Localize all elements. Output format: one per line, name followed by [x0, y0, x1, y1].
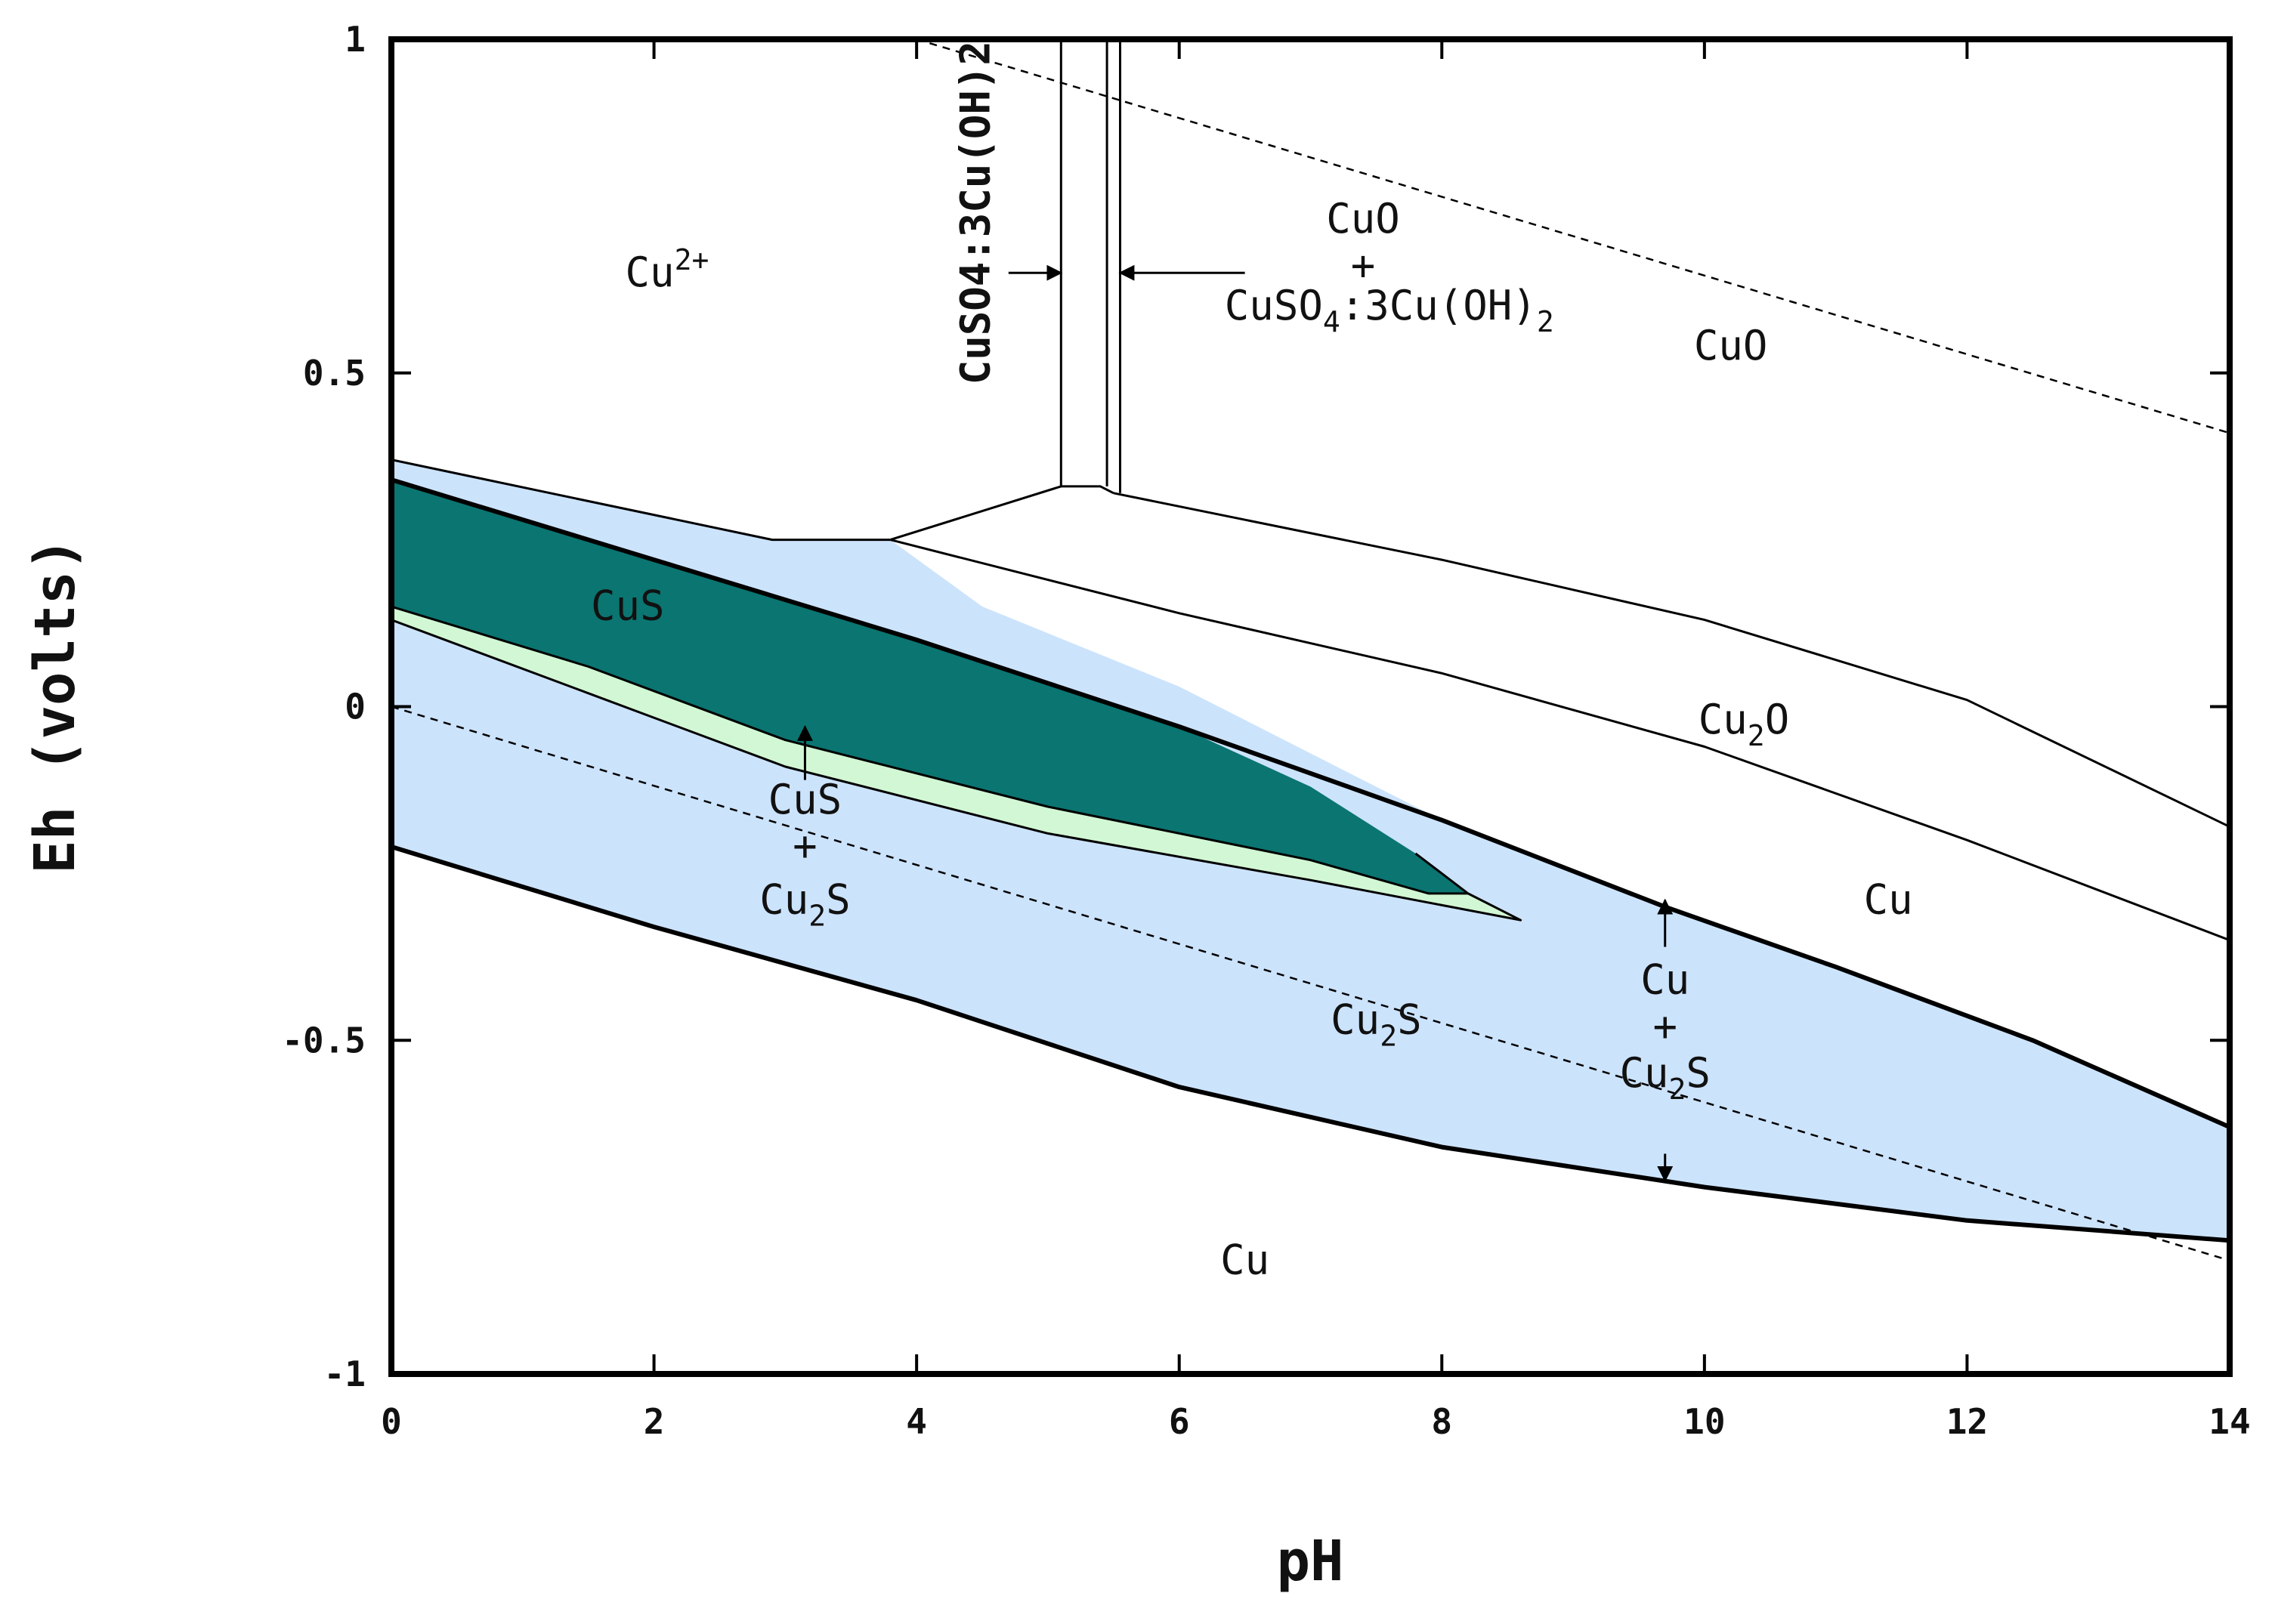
cus-field-label: CuS [591, 582, 665, 630]
x-tick-label: 8 [1431, 1401, 1452, 1442]
cus-cu2s-field [391, 607, 1521, 921]
cus-cu2s-lower-boundary [391, 619, 1522, 922]
water-stability-lines [391, 39, 2230, 1261]
oxygen-water-line [916, 39, 2230, 434]
cu2s-cu-upper-boundary [391, 477, 2230, 1129]
cu-right-field-label: Cu [1864, 875, 1913, 923]
cu2o-field-label: Cu2O [1699, 696, 1789, 752]
cu2s-field-label: Cu2S [1331, 996, 1421, 1052]
cu2o-cu-boundary [890, 539, 2230, 942]
axis-ticks [390, 38, 2231, 1375]
cus-field [391, 480, 1468, 894]
x-tick-label: 0 [381, 1401, 402, 1442]
cu2-cu2o-boundary [889, 485, 1114, 542]
cuo-cu2o-boundary [1113, 492, 2230, 828]
region-labels: Cu2+ CuSO4:3Cu(OH)2 CuO+CuSO4:3Cu(OH)2CuOC… [591, 41, 1913, 1283]
cu-cu2s-label-bottom: Cu2S [1620, 1049, 1711, 1106]
cus-cu2s-plus-sign: + [793, 823, 818, 870]
x-tick-label: 2 [644, 1401, 665, 1442]
cu-bottom-field-label: Cu [1220, 1236, 1269, 1283]
axis-tick-labels: 0 2 4 6 8 10 12 14 1 0.5 0 -0.5 -1 [282, 19, 2250, 1442]
cus-cu2s-label-bottom: Cu2S [759, 875, 850, 932]
cuo-plus-sign: + [1351, 242, 1376, 289]
y-tick-label: 1 [345, 19, 366, 60]
x-axis-title: pH [1276, 1529, 1343, 1594]
phase-fields [391, 459, 2230, 1241]
basic-sulfate-plus-label: CuSO4:3Cu(OH)2 [1225, 282, 1554, 338]
x-tick-label: 6 [1169, 1401, 1190, 1442]
x-tick-label: 4 [906, 1401, 927, 1442]
cu2plus-label: Cu2+ [626, 243, 709, 296]
y-tick-label: -1 [324, 1354, 366, 1394]
basic-sulfate-vertical-label: CuSO4:3Cu(OH)2 [951, 41, 999, 384]
pointer-arrows [796, 264, 1674, 1182]
cus-cu2s-label-top: CuS [768, 776, 842, 823]
y-axis-title: Eh (volts) [23, 537, 88, 874]
cuo-plus-label-top: CuO [1326, 195, 1400, 242]
cu2s-lower-boundary [391, 844, 2230, 1243]
x-tick-label: 14 [2209, 1401, 2250, 1442]
y-tick-label: -0.5 [282, 1020, 366, 1061]
y-tick-label: 0.5 [303, 353, 366, 394]
x-tick-label: 10 [1683, 1401, 1725, 1442]
cuo-field-label: CuO [1694, 322, 1768, 369]
x-tick-label: 12 [1946, 1401, 1988, 1442]
hydrogen-water-line [391, 705, 2230, 1261]
y-tick-label: 0 [345, 687, 366, 727]
cus-lower-boundary [391, 605, 1470, 895]
cu-cu2s-plus-sign: + [1652, 1002, 1677, 1050]
cu2s-upper-boundary [391, 458, 891, 542]
cu-cu2s-label-top: Cu [1640, 956, 1689, 1003]
